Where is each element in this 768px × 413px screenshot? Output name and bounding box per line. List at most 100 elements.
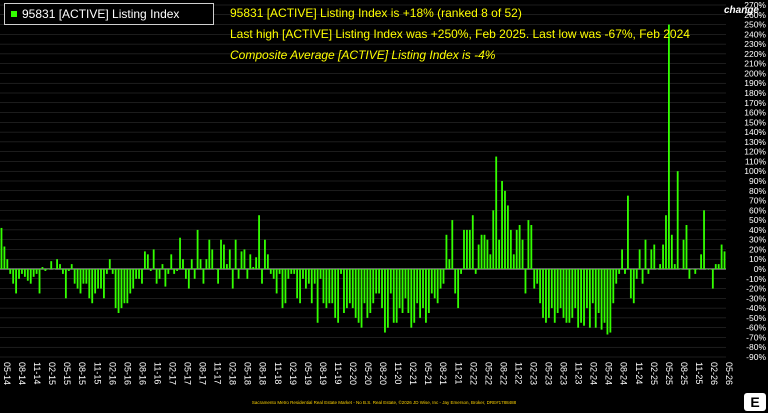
legend-label: 95831 [ACTIVE] Listing Index [22, 7, 180, 21]
bar [108, 259, 111, 269]
bar [184, 269, 187, 279]
bar [711, 269, 714, 289]
bar [284, 269, 287, 304]
bar [571, 269, 574, 318]
bar [676, 171, 679, 269]
bar [149, 269, 152, 271]
bar [141, 269, 143, 284]
bar [466, 229, 468, 269]
x-tick-label: 11-24 [634, 362, 644, 384]
bar [363, 269, 366, 304]
bar [35, 269, 38, 274]
bar [237, 269, 240, 279]
bar [378, 269, 381, 294]
bar [135, 269, 138, 279]
bar [471, 215, 474, 269]
bar [588, 269, 591, 328]
bar [489, 254, 492, 269]
x-tick-label: 08-19 [318, 362, 328, 385]
bar [287, 269, 290, 279]
bar [228, 249, 231, 269]
legend-swatch [11, 11, 17, 17]
y-tick-label: -90% [746, 352, 766, 362]
y-tick-label: -40% [746, 303, 766, 313]
bar [103, 269, 105, 299]
bar [290, 269, 293, 274]
x-tick-label: 02-26 [709, 362, 719, 385]
bar [202, 269, 205, 284]
bar [644, 239, 647, 269]
x-tick-label: 08-25 [679, 362, 689, 385]
x-tick-label: 05-19 [303, 362, 313, 385]
bar [454, 269, 457, 294]
bar [384, 269, 386, 333]
footer-credit: Sacramento Metro Residential Real Estate… [251, 400, 517, 405]
bar [91, 269, 94, 304]
bar [723, 251, 726, 269]
bar [498, 239, 501, 269]
bar [269, 269, 272, 274]
y-tick-label: 90% [749, 176, 766, 186]
bar [187, 269, 190, 289]
y-tick-label: -50% [746, 313, 766, 323]
bar [334, 269, 337, 318]
bar [700, 254, 703, 269]
x-tick-label: 11-21 [453, 362, 463, 384]
bar [82, 269, 85, 284]
bar [146, 254, 149, 269]
bar [343, 269, 345, 313]
y-tick-label: 50% [749, 215, 766, 225]
y-tick-label: 10% [749, 254, 766, 264]
x-tick-label: 05-26 [724, 362, 734, 385]
bar [586, 269, 588, 309]
bar [120, 269, 123, 309]
x-tick-label: 11-25 [694, 362, 704, 384]
bar [161, 264, 164, 269]
bar [217, 269, 220, 284]
bar [565, 269, 568, 323]
x-tick-label: 11-15 [92, 362, 102, 384]
bar [597, 269, 600, 313]
bar [448, 259, 451, 269]
bar [372, 269, 375, 304]
bar [714, 264, 717, 269]
bar [325, 269, 328, 309]
bar [670, 234, 673, 269]
bar [6, 259, 9, 269]
bar [504, 190, 506, 269]
bar [506, 205, 509, 269]
bar [275, 269, 278, 294]
bar [15, 269, 18, 294]
bar [527, 220, 530, 269]
y-tick-label: -80% [746, 342, 766, 352]
x-tick-label: 08-14 [17, 362, 27, 385]
bar [495, 156, 498, 269]
bar [170, 254, 173, 269]
bar [606, 269, 609, 335]
y-tick-label: -20% [746, 284, 766, 294]
y-tick-label: 20% [749, 244, 766, 254]
bar [310, 269, 313, 304]
bar [281, 269, 284, 309]
x-tick-label: 08-20 [378, 362, 388, 385]
bar [577, 269, 580, 328]
x-tick-label: 11-19 [333, 362, 343, 384]
y-tick-label: 220% [744, 49, 766, 59]
bar [416, 269, 419, 304]
x-tick-label: 08-24 [619, 362, 629, 385]
bar [199, 259, 202, 269]
x-tick-label: 05-14 [2, 362, 12, 385]
y-tick-label: 130% [744, 137, 766, 147]
bar [234, 239, 237, 269]
bar [59, 264, 61, 269]
bar [486, 239, 489, 269]
bar [266, 254, 269, 269]
x-tick-label: 08-15 [77, 362, 87, 385]
bar [542, 269, 544, 318]
bar [264, 239, 266, 269]
bar [23, 269, 26, 277]
bar [94, 269, 97, 294]
bar [328, 269, 331, 304]
bar [129, 269, 132, 294]
